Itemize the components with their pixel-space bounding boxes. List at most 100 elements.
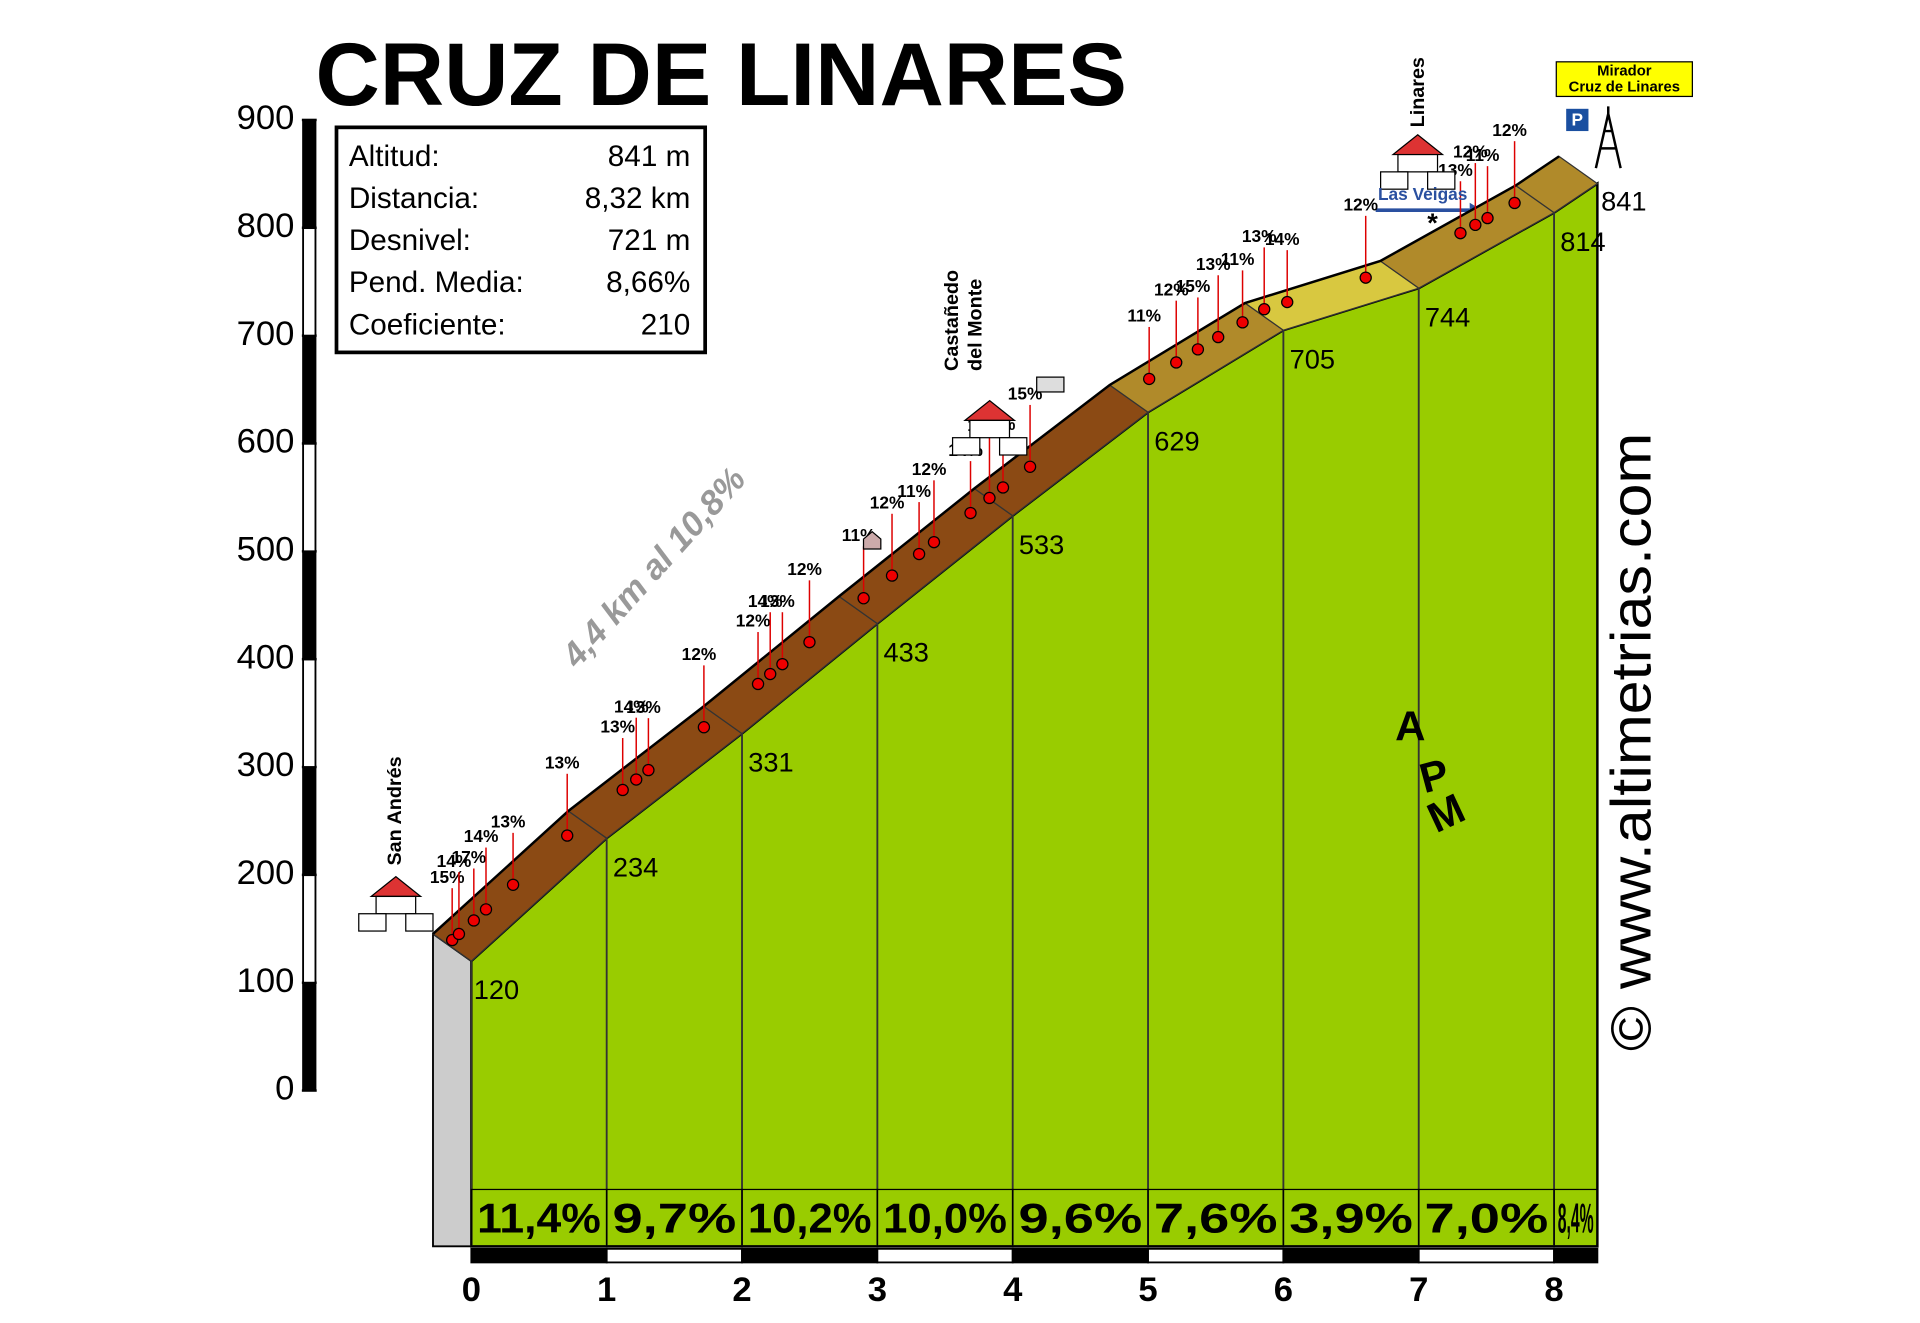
gradient-label: 13% — [626, 697, 661, 717]
gradient-label: 14% — [437, 851, 472, 871]
altitude-label: 841 — [1601, 186, 1646, 217]
house — [951, 437, 981, 456]
gradient-dot — [927, 535, 941, 549]
gradient-dot — [751, 677, 765, 691]
y-axis-band — [302, 226, 317, 337]
gradient-dot — [697, 721, 711, 734]
gradient-dot — [764, 667, 777, 681]
logo-letter: A — [1395, 703, 1425, 750]
segment-label: 9,6% — [1019, 1195, 1143, 1242]
gradient-dot — [776, 657, 789, 671]
gradient-dot — [1508, 196, 1521, 210]
house — [969, 419, 1011, 439]
side-face — [432, 932, 473, 1248]
gradient-dot — [1191, 343, 1205, 356]
house — [358, 913, 387, 932]
gradient-dot — [983, 491, 996, 505]
gradient-label: 12% — [1343, 195, 1378, 215]
gradient-label: 12% — [1492, 120, 1527, 140]
house-roof — [1391, 133, 1445, 156]
gradient-dot — [479, 903, 493, 916]
parking-icon — [1566, 108, 1589, 132]
y-tick-label: 500 — [237, 530, 295, 568]
km-band — [741, 1247, 879, 1264]
y-tick-label: 100 — [237, 962, 295, 1000]
y-tick-label: 400 — [237, 638, 295, 676]
km-band — [605, 1247, 743, 1264]
altitude-label: 814 — [1560, 226, 1605, 257]
y-axis-band — [302, 334, 317, 445]
gradient-dot — [616, 783, 629, 797]
y-axis-band — [302, 981, 317, 1092]
gradient-dot — [452, 927, 466, 941]
gradient-label: 15% — [1176, 276, 1211, 296]
gradient-label: 13% — [760, 591, 795, 611]
segment-label: 10,2% — [748, 1195, 872, 1242]
km-band — [470, 1247, 608, 1264]
gradient-label: 15% — [430, 867, 465, 887]
gradient-label: 13% — [600, 717, 635, 737]
info-value: 721 m — [608, 224, 690, 257]
gradient-dot — [1258, 303, 1271, 316]
info-value: 841 m — [608, 140, 690, 173]
gradient-label: 15% — [1008, 384, 1043, 404]
gradient-dot — [912, 547, 926, 561]
gradient-label: 12% — [736, 611, 771, 631]
summit-label: Mirador — [1597, 64, 1652, 80]
km-band — [876, 1247, 1014, 1264]
y-axis-band — [302, 766, 317, 876]
km-band — [1147, 1247, 1285, 1264]
gradient-dot — [1281, 295, 1294, 309]
segment-label: 3,9% — [1289, 1195, 1413, 1242]
gradient-label: 13% — [1196, 254, 1231, 274]
gradient-label: 11% — [1466, 145, 1500, 165]
x-tick-label: 3 — [868, 1271, 887, 1309]
gradient-dot — [467, 914, 481, 927]
x-tick-label: 1 — [597, 1271, 616, 1309]
info-label: Desnivel: — [349, 224, 471, 257]
info-label: Pend. Media: — [349, 266, 524, 299]
altitude-label: 234 — [613, 851, 658, 882]
altitude-label: 744 — [1425, 301, 1470, 332]
info-label: Altitud: — [349, 140, 440, 173]
gradient-label: 11% — [1221, 249, 1255, 269]
y-axis-band — [302, 550, 317, 661]
road-label: Las Veigas — [1378, 184, 1467, 204]
x-tick-label: 4 — [1003, 1271, 1023, 1309]
gradient-dot — [803, 635, 816, 649]
summit-label: Cruz de Linares — [1569, 80, 1680, 96]
gradient-label: 12% — [682, 644, 717, 664]
gradient-dot — [1454, 227, 1467, 240]
parking-letter: P — [1572, 110, 1584, 130]
x-tick-label: 7 — [1409, 1271, 1428, 1309]
km-band — [1553, 1247, 1599, 1264]
gradient-label: 13% — [1242, 226, 1277, 246]
segment-label: 10,0% — [883, 1195, 1007, 1242]
info-label: Coeficiente: — [349, 308, 506, 341]
gradient-dot — [885, 569, 899, 582]
gradient-dot — [1142, 372, 1156, 386]
segment-label: 7,0% — [1425, 1195, 1549, 1242]
info-label: Distancia: — [349, 182, 479, 215]
altitude-label: 433 — [884, 637, 929, 668]
place-label: del Monte — [964, 279, 986, 371]
gradient-label: 14% — [464, 826, 499, 846]
gradient-label: 17% — [452, 847, 487, 867]
gradient-dot — [1236, 316, 1249, 329]
hut — [862, 530, 882, 550]
segment-label: 11,4% — [477, 1195, 601, 1242]
place-label: San Andrés — [384, 756, 406, 865]
gradient-label: 12% — [1154, 279, 1189, 299]
segment-box — [1553, 1188, 1598, 1247]
gradient-label: 14% — [614, 696, 649, 716]
km-band — [1417, 1247, 1555, 1264]
gradient-label: 13% — [491, 812, 526, 832]
y-tick-label: 700 — [237, 315, 295, 353]
segment-label: 7,6% — [1154, 1195, 1278, 1242]
info-value: 8,32 km — [585, 182, 691, 215]
gradient-label: 12% — [1453, 142, 1488, 162]
annotation: 4,4 km al 10,8% — [554, 460, 753, 675]
gradient-dot — [1359, 271, 1372, 284]
gradient-dot — [630, 773, 643, 786]
